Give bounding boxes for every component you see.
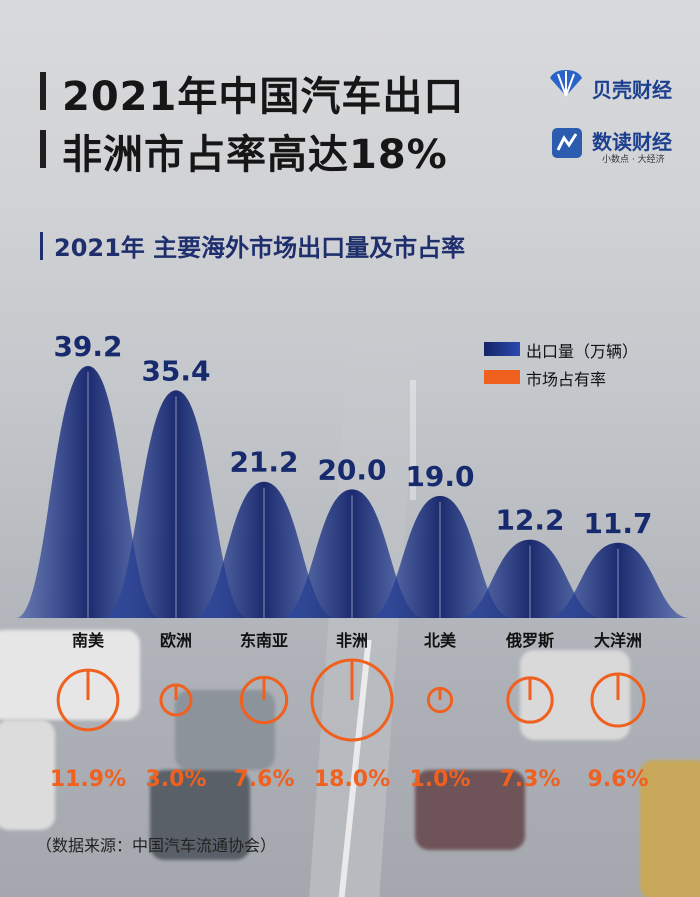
bell-peak-南美 (16, 366, 160, 618)
category-label: 俄罗斯 (505, 631, 554, 650)
category-label: 南美 (72, 631, 105, 650)
chart-subtitle: 2021年 主要海外市场出口量及市占率 (54, 234, 466, 262)
bell-peak-大洋洲 (546, 542, 690, 618)
value-label: 12.2 (495, 504, 564, 537)
legend-label-volume: 出口量（万辆） (526, 342, 639, 361)
bell-peak-非洲 (280, 489, 424, 618)
logo-beike-text: 贝壳财经 (592, 78, 672, 102)
share-label: 18.0% (314, 767, 390, 792)
lane-marking (410, 380, 416, 500)
category-label: 非洲 (336, 631, 368, 650)
share-label: 7.3% (499, 767, 560, 792)
car-background (415, 770, 525, 850)
value-label: 20.0 (317, 453, 386, 486)
page-title-line2: 非洲市占率高达18% (62, 132, 448, 178)
category-label: 大洋洲 (594, 631, 642, 650)
value-label: 21.2 (229, 446, 298, 479)
share-label: 11.9% (50, 767, 126, 792)
share-label: 3.0% (145, 767, 206, 792)
title-accent-bar (40, 130, 46, 168)
category-label: 欧洲 (160, 631, 192, 650)
bell-peak-俄罗斯 (458, 539, 602, 618)
category-label: 东南亚 (240, 631, 288, 650)
subtitle-accent-bar (40, 232, 43, 260)
shell-logo-icon (550, 70, 582, 97)
value-label: 39.2 (53, 330, 122, 363)
car-background (150, 770, 250, 860)
bell-peak-东南亚 (192, 481, 336, 618)
value-label: 19.0 (405, 460, 474, 493)
legend-swatch-share (484, 370, 520, 384)
legend-swatch-volume (484, 342, 520, 356)
share-label: 9.6% (587, 767, 648, 792)
value-label: 35.4 (141, 354, 210, 387)
share-label: 1.0% (409, 767, 470, 792)
title-accent-bar (40, 72, 46, 110)
logo-data-finance-text: 数读财经 (592, 130, 672, 154)
legend-label-share: 市场占有率 (526, 370, 607, 389)
car-background (640, 760, 700, 897)
share-label: 7.6% (233, 767, 294, 792)
value-label: 11.7 (583, 507, 652, 540)
bell-peak-欧洲 (104, 390, 248, 618)
data-source-note: （数据来源：中国汽车流通协会） (36, 836, 277, 855)
data-finance-logo-icon (552, 128, 582, 158)
page-title-line1: 2021年中国汽车出口 (62, 74, 465, 120)
bell-peak-北美 (368, 495, 512, 618)
car-background (0, 720, 55, 830)
logo-data-finance-slogan: 小数点 · 大经济 (602, 155, 665, 165)
category-label: 北美 (424, 631, 457, 650)
